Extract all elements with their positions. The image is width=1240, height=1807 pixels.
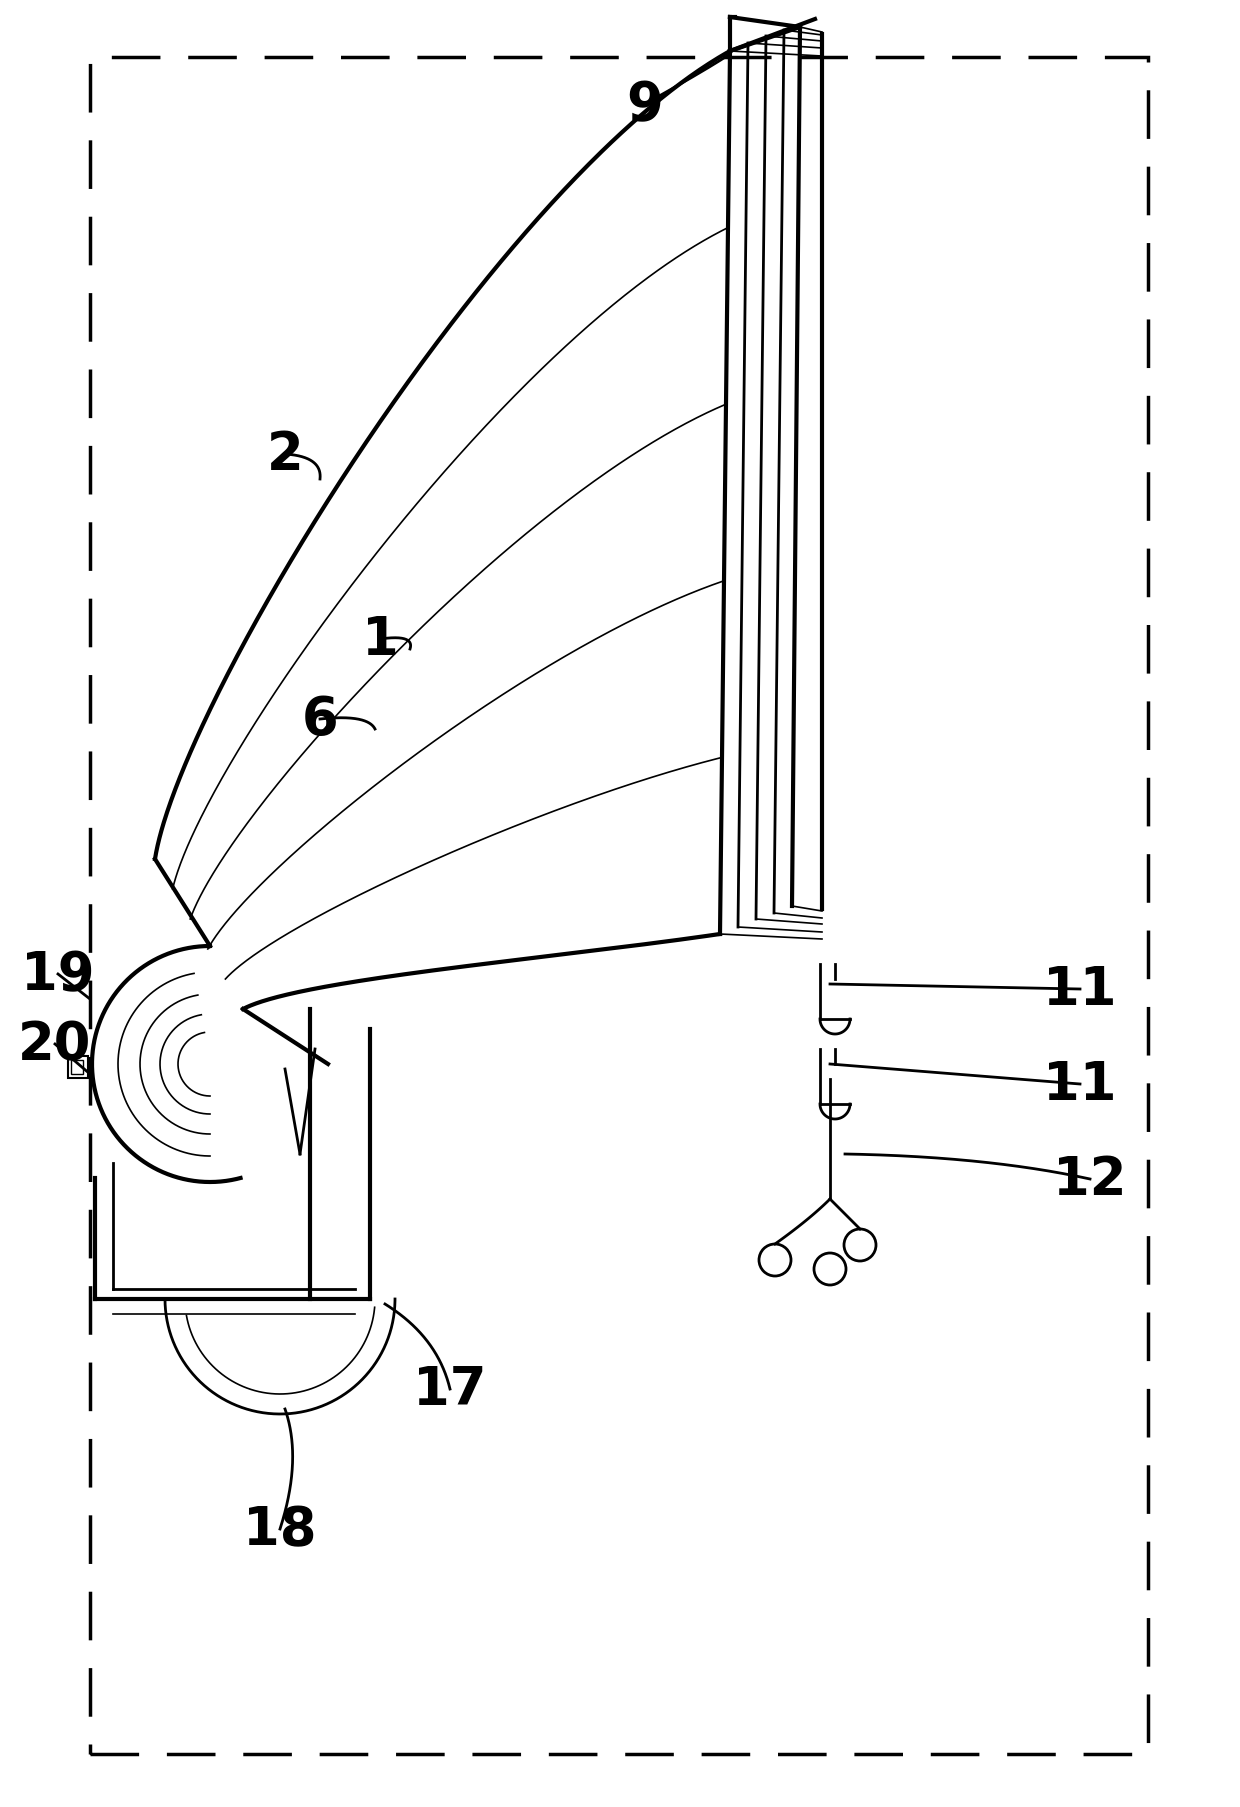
Text: 11: 11 bbox=[1043, 963, 1117, 1016]
Text: 11: 11 bbox=[1043, 1059, 1117, 1109]
Bar bbox=[91, 58, 1148, 1755]
Bar bbox=[71, 1061, 83, 1075]
Text: 1: 1 bbox=[362, 614, 398, 665]
Text: 18: 18 bbox=[243, 1503, 316, 1556]
Text: 12: 12 bbox=[1053, 1153, 1127, 1205]
Bar bbox=[68, 1057, 88, 1079]
Text: 6: 6 bbox=[301, 694, 339, 746]
Text: 2: 2 bbox=[267, 428, 304, 481]
Text: 20: 20 bbox=[19, 1019, 92, 1070]
Text: 19: 19 bbox=[21, 949, 94, 1001]
Text: 9: 9 bbox=[626, 80, 663, 130]
Text: 17: 17 bbox=[413, 1362, 487, 1415]
